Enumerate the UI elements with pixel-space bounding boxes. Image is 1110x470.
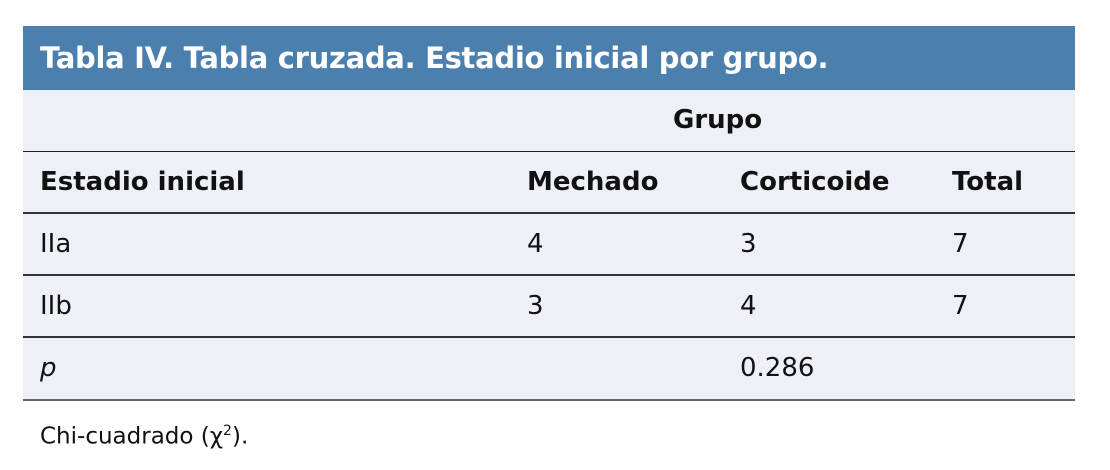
row-label: IIa xyxy=(40,229,72,259)
table-row: IIb 3 4 7 xyxy=(23,276,1075,338)
column-header: Mechado xyxy=(527,167,659,197)
column-header: Total xyxy=(952,167,1024,197)
p-value: 0.286 xyxy=(740,353,815,383)
crosstab-table: Tabla IV. Tabla cruzada. Estadio inicial… xyxy=(23,26,1075,401)
cell: 3 xyxy=(527,291,544,321)
group-header: Grupo xyxy=(673,105,763,135)
cell: 4 xyxy=(740,291,757,321)
table-title: Tabla IV. Tabla cruzada. Estadio inicial… xyxy=(23,26,1075,90)
p-label: p xyxy=(40,353,57,383)
cell: 7 xyxy=(952,291,969,321)
group-header-row: Grupo xyxy=(23,90,1075,152)
cell: 4 xyxy=(527,229,544,259)
footnote-superscript: 2 xyxy=(223,423,232,439)
row-label: IIb xyxy=(40,291,72,321)
column-header-row: Estadio inicial Mechado Corticoide Total xyxy=(23,152,1075,214)
column-header: Estadio inicial xyxy=(40,167,245,197)
footnote-end: ). xyxy=(231,423,249,450)
table-row: IIa 4 3 7 xyxy=(23,214,1075,276)
table-footnote: Chi-cuadrado (χ2). xyxy=(40,413,248,455)
cell: 3 xyxy=(740,229,757,259)
column-header: Corticoide xyxy=(740,167,890,197)
cell: 7 xyxy=(952,229,969,259)
p-value-row: p 0.286 xyxy=(23,338,1075,401)
footnote-text: Chi-cuadrado (χ xyxy=(40,423,224,450)
